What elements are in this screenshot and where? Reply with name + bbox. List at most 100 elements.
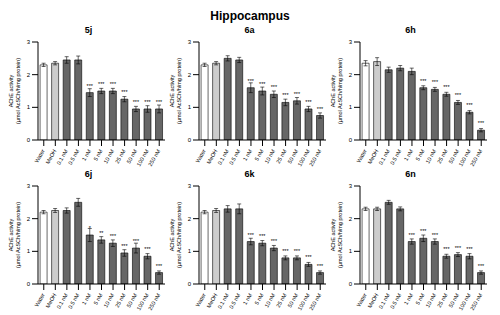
- svg-text:5 nM: 5 nM: [92, 148, 104, 162]
- svg-text:***: ***: [478, 120, 485, 126]
- svg-text:250 nM: 250 nM: [147, 148, 162, 167]
- svg-text:250 nM: 250 nM: [147, 292, 162, 311]
- svg-text:100 nM: 100 nM: [457, 148, 472, 168]
- svg-text:***: ***: [110, 233, 117, 239]
- svg-text:***: ***: [317, 263, 324, 269]
- svg-text:1 nM: 1 nM: [242, 292, 254, 306]
- svg-text:***: ***: [305, 254, 312, 260]
- svg-text:2: 2: [27, 216, 31, 222]
- svg-text:0: 0: [188, 137, 192, 143]
- svg-text:AChE activity(µmol AcSCh/h/mg: AChE activity(µmol AcSCh/h/mg protein): [330, 58, 343, 124]
- svg-text:0.5 nM: 0.5 nM: [67, 292, 81, 310]
- svg-text:250 nM: 250 nM: [469, 148, 484, 167]
- svg-text:0: 0: [349, 137, 353, 143]
- svg-text:1 nM: 1 nM: [81, 292, 93, 306]
- svg-text:100 nM: 100 nM: [135, 148, 150, 168]
- svg-text:100 nM: 100 nM: [296, 148, 311, 168]
- svg-text:***: ***: [305, 99, 312, 105]
- svg-text:250 nM: 250 nM: [469, 292, 484, 311]
- svg-text:3: 3: [349, 39, 353, 45]
- svg-text:250 nM: 250 nM: [308, 148, 323, 167]
- svg-text:100 nM: 100 nM: [296, 292, 311, 312]
- svg-text:1: 1: [349, 248, 353, 254]
- svg-text:5 nM: 5 nM: [414, 148, 426, 162]
- svg-text:AChE activity(µmol AcSCh/h/mg: AChE activity(µmol AcSCh/h/mg protein): [8, 202, 21, 268]
- svg-text:***: ***: [121, 89, 128, 95]
- svg-text:0.5 nM: 0.5 nM: [228, 292, 242, 310]
- svg-text:***: ***: [133, 238, 140, 244]
- svg-text:***: ***: [282, 92, 289, 98]
- svg-text:***: ***: [420, 228, 427, 234]
- svg-text:***: ***: [87, 83, 94, 89]
- svg-text:1: 1: [188, 248, 192, 254]
- svg-text:0: 0: [27, 281, 31, 287]
- svg-text:0.5 nM: 0.5 nM: [67, 148, 81, 166]
- svg-text:***: ***: [271, 238, 278, 244]
- svg-text:2: 2: [349, 216, 353, 222]
- svg-text:2: 2: [188, 216, 192, 222]
- svg-text:1: 1: [188, 104, 192, 110]
- svg-text:1 nM: 1 nM: [403, 292, 415, 306]
- svg-text:***: ***: [409, 232, 416, 238]
- svg-text:***: ***: [455, 245, 462, 251]
- svg-text:***: ***: [282, 248, 289, 254]
- svg-text:***: ***: [144, 246, 151, 252]
- svg-text:0: 0: [27, 137, 31, 143]
- svg-text:5 nM: 5 nM: [253, 292, 265, 306]
- svg-text:***: ***: [248, 232, 255, 238]
- svg-text:***: ***: [144, 99, 151, 105]
- svg-text:1 nM: 1 nM: [403, 148, 415, 162]
- svg-text:***: ***: [259, 81, 266, 87]
- svg-text:1 nM: 1 nM: [242, 148, 254, 162]
- svg-text:3: 3: [188, 183, 192, 189]
- svg-text:5 nM: 5 nM: [414, 292, 426, 306]
- svg-text:***: ***: [432, 79, 439, 85]
- svg-text:AChE activity(µmol AcSCh/h/mg: AChE activity(µmol AcSCh/h/mg protein): [330, 202, 343, 268]
- svg-text:5 nM: 5 nM: [92, 292, 104, 306]
- svg-text:0.5 nM: 0.5 nM: [389, 148, 403, 166]
- svg-text:*: *: [89, 225, 92, 231]
- svg-text:***: ***: [455, 92, 462, 98]
- svg-text:250 nM: 250 nM: [308, 292, 323, 311]
- svg-text:***: ***: [420, 78, 427, 84]
- svg-text:***: ***: [443, 246, 450, 252]
- svg-text:AChE activity(µmol AcSCh/h/mg: AChE activity(µmol AcSCh/h/mg protein): [169, 58, 182, 124]
- svg-text:5 nM: 5 nM: [253, 148, 265, 162]
- svg-text:0: 0: [349, 281, 353, 287]
- svg-text:***: ***: [156, 263, 163, 269]
- svg-text:0: 0: [188, 281, 192, 287]
- svg-text:***: ***: [121, 243, 128, 249]
- svg-text:***: ***: [271, 84, 278, 90]
- svg-text:1: 1: [27, 248, 31, 254]
- svg-text:***: ***: [156, 99, 163, 105]
- svg-text:***: ***: [466, 246, 473, 252]
- svg-text:2: 2: [188, 72, 192, 78]
- svg-text:3: 3: [188, 39, 192, 45]
- svg-text:***: ***: [110, 81, 117, 87]
- svg-text:***: ***: [432, 232, 439, 238]
- svg-text:***: ***: [478, 263, 485, 269]
- svg-text:0.5 nM: 0.5 nM: [389, 292, 403, 310]
- svg-text:***: ***: [248, 78, 255, 84]
- svg-text:1 nM: 1 nM: [81, 148, 93, 162]
- svg-text:***: ***: [98, 81, 105, 87]
- svg-text:***: ***: [466, 102, 473, 108]
- svg-text:3: 3: [349, 183, 353, 189]
- svg-text:AChE activity(µmol AcSCh/h/mg: AChE activity(µmol AcSCh/h/mg protein): [169, 202, 182, 268]
- svg-text:2: 2: [349, 72, 353, 78]
- svg-text:100 nM: 100 nM: [135, 292, 150, 312]
- svg-text:3: 3: [27, 39, 31, 45]
- svg-text:1: 1: [349, 104, 353, 110]
- svg-text:***: ***: [294, 248, 301, 254]
- svg-text:***: ***: [294, 91, 301, 97]
- svg-text:***: ***: [317, 106, 324, 112]
- svg-text:***: ***: [259, 233, 266, 239]
- svg-text:**: **: [99, 230, 104, 236]
- svg-text:***: ***: [443, 84, 450, 90]
- svg-text:3: 3: [27, 183, 31, 189]
- svg-text:***: ***: [133, 99, 140, 105]
- svg-text:1: 1: [27, 104, 31, 110]
- svg-text:0.5 nM: 0.5 nM: [228, 148, 242, 166]
- svg-text:AChE activity(µmol AcSCh/h/mg: AChE activity(µmol AcSCh/h/mg protein): [8, 58, 21, 124]
- svg-text:2: 2: [27, 72, 31, 78]
